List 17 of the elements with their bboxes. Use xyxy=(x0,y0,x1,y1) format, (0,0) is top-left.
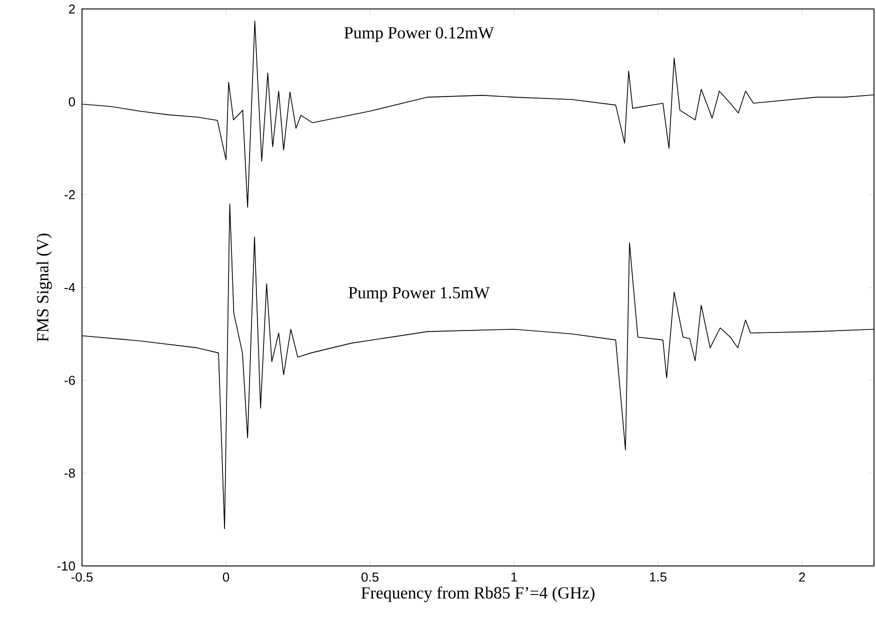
x-tick-label: 0 xyxy=(222,572,230,582)
y-tick-label: -8 xyxy=(64,468,75,478)
x-axis-title: Frequency from Rb85 F’=4 (GHz) xyxy=(361,586,594,602)
y-tick-label: -10 xyxy=(57,561,75,571)
x-tick-label: 2 xyxy=(799,572,805,582)
y-tick-label: -4 xyxy=(64,283,76,292)
x-tick-label: 0.5 xyxy=(362,572,378,582)
x-tick-label: 1 xyxy=(511,572,517,582)
y-tick-label: 0 xyxy=(68,97,75,106)
x-tick-label: -0.5 xyxy=(71,572,93,582)
y-axis-title: FMS Signal (V) xyxy=(36,234,52,342)
text: Pump Power 0.12mW xyxy=(344,27,494,42)
y-tick-label: -6 xyxy=(64,376,75,385)
y-tick-label: 2 xyxy=(68,4,75,14)
x-tick-label: 1.5 xyxy=(650,572,666,582)
series-label: Pump Power 1.5mW xyxy=(348,287,490,302)
y-tick-label: -2 xyxy=(64,190,75,200)
